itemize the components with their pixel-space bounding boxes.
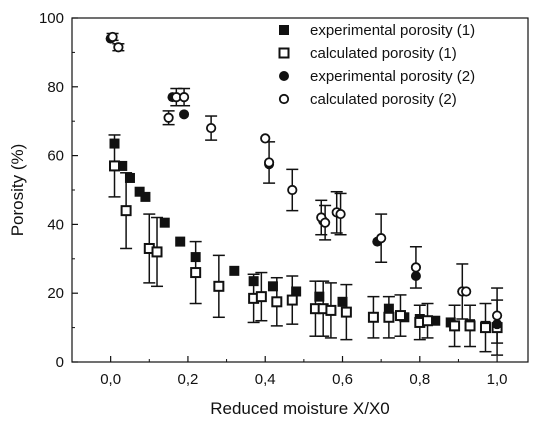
data-point-series-1 [124, 172, 135, 183]
data-point-series-2 [271, 296, 283, 308]
y-tick-label: 0 [56, 354, 64, 371]
x-tick-label: 0,6 [332, 371, 353, 388]
data-point-series-2 [422, 315, 434, 327]
data-point-series-4 [113, 42, 124, 53]
legend-marker-1 [279, 25, 289, 35]
legend: experimental porosity (1) calculated poro… [278, 22, 475, 108]
data-point-series-4 [461, 286, 472, 297]
data-point-series-4 [287, 184, 298, 196]
data-point-series-4 [163, 112, 174, 123]
data-point-series-2 [255, 291, 267, 303]
data-point-series-2 [213, 280, 225, 292]
y-tick-label: 100 [39, 10, 64, 27]
y-axis-title: Porosity (%) [8, 144, 27, 237]
data-point-series-1 [190, 252, 201, 263]
data-point-series-4 [107, 31, 118, 43]
data-point-series-2 [109, 160, 121, 172]
data-point-series-4 [376, 233, 387, 244]
data-point-series-4 [335, 208, 346, 220]
legend-marker-3 [279, 71, 289, 81]
data-point-series-3 [492, 319, 503, 330]
data-point-series-1 [248, 276, 259, 287]
x-tick-label: 0,2 [178, 371, 199, 388]
x-tick-label: 0,4 [255, 371, 276, 388]
data-point-series-2 [383, 311, 395, 323]
data-point-series-1 [291, 286, 302, 297]
data-point-series-4 [263, 157, 275, 168]
x-tick-label: 0,8 [409, 371, 430, 388]
data-point-series-2 [120, 205, 132, 217]
legend-label-4: calculated porosity (2) [310, 91, 457, 108]
x-tick-label: 1,0 [487, 371, 508, 388]
y-tick-label: 60 [47, 148, 64, 165]
legend-label-2: calculated porosity (1) [310, 45, 457, 62]
x-axis-title: Reduced moisture X/X0 [210, 399, 390, 418]
data-point-series-2 [190, 267, 202, 279]
data-point-series-2 [464, 320, 476, 332]
data-point-series-1 [430, 315, 441, 326]
data-point-series-2 [449, 320, 461, 332]
x-axis-ticks: 0,0 0,2 0,4 0,6 0,8 1,0 [71, 356, 508, 388]
data-point-series-2 [367, 311, 379, 323]
data-point-series-1 [140, 191, 151, 202]
data-point-series-1 [175, 236, 186, 247]
data-point-series-4 [410, 262, 422, 273]
data-point-series-1 [109, 138, 120, 149]
y-tick-label: 80 [47, 79, 64, 96]
data-point-series-3 [179, 109, 190, 120]
data-point-series-2 [394, 310, 406, 322]
data-point-series-1 [159, 217, 170, 228]
data-point-series-2 [286, 294, 298, 306]
data-point-series-4 [206, 122, 217, 134]
data-points [105, 31, 503, 334]
data-point-series-1 [134, 186, 145, 197]
data-point-series-1 [337, 296, 348, 307]
data-point-series-1 [267, 281, 278, 292]
data-point-series-4 [178, 92, 190, 103]
y-tick-label: 40 [47, 216, 64, 233]
data-point-series-1 [117, 160, 128, 171]
data-point-series-1 [229, 265, 240, 276]
legend-marker-2 [278, 47, 290, 59]
data-point-series-1 [383, 303, 394, 314]
data-point-series-3 [410, 271, 421, 281]
data-point-series-2 [151, 246, 163, 258]
data-point-series-4 [320, 217, 331, 228]
data-point-series-4 [260, 133, 271, 144]
y-axis-ticks: 0 20 40 60 80 100 [39, 10, 78, 371]
data-point-series-1 [314, 291, 325, 302]
data-point-series-2 [325, 304, 337, 316]
legend-marker-4 [278, 93, 290, 105]
x-tick-label: 0,0 [100, 371, 121, 388]
y-tick-label: 20 [47, 285, 64, 302]
data-point-series-2 [340, 306, 352, 318]
legend-label-3: experimental porosity (2) [310, 68, 475, 85]
legend-label-1: experimental porosity (1) [310, 22, 475, 39]
data-point-series-4 [491, 310, 503, 321]
data-point-series-2 [479, 322, 491, 334]
